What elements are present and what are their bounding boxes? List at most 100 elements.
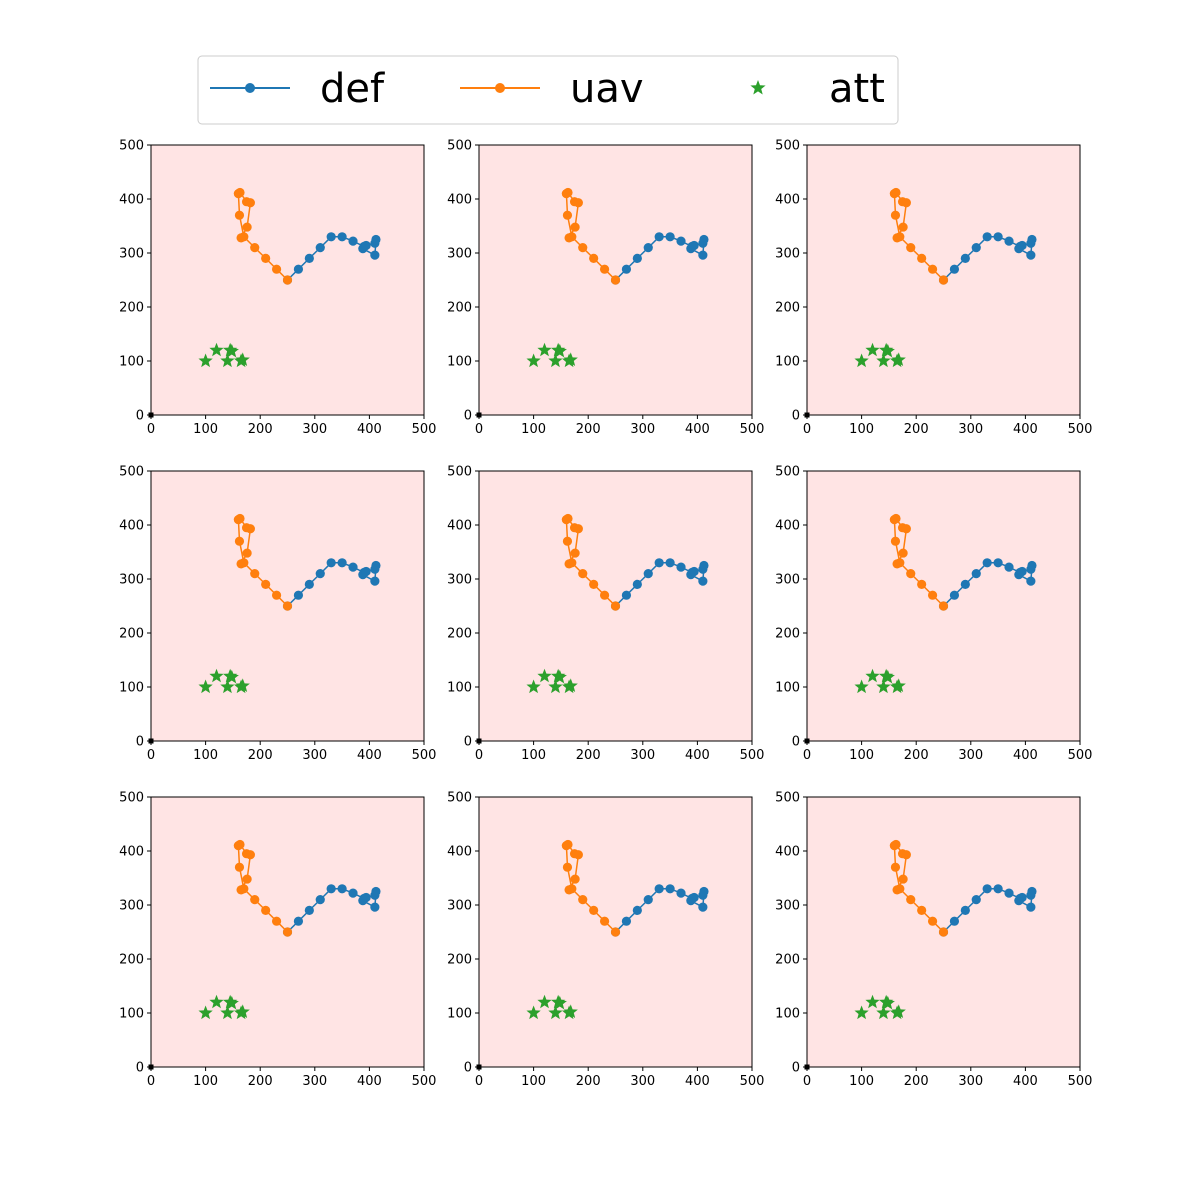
- x-tick-label: 300: [302, 748, 327, 763]
- point-uav-1: [927, 264, 938, 274]
- x-tick-label: 100: [521, 1074, 546, 1089]
- point-uav-9: [901, 198, 911, 208]
- point-def-4: [982, 232, 992, 242]
- point-def-2: [304, 905, 314, 916]
- y-tick-label: 500: [775, 139, 800, 154]
- point-att-3: [220, 679, 235, 694]
- point-def-3: [643, 243, 653, 253]
- y-tick-label: 500: [447, 139, 472, 154]
- point-def-2: [304, 253, 314, 263]
- x-tick-label: 500: [412, 748, 437, 763]
- axes-frame: [150, 470, 425, 742]
- x-tick-label: 300: [630, 1074, 655, 1089]
- point-def-12: [689, 892, 699, 903]
- x-tick-label: 500: [1068, 1074, 1093, 1089]
- x-tick-label: 200: [904, 748, 929, 763]
- point-uav-0: [938, 601, 949, 611]
- x-tick-label: 400: [1013, 422, 1038, 437]
- point-uav-3: [250, 569, 260, 579]
- x-tick-label: 0: [147, 748, 155, 763]
- subplot-4: 0 100 200 300 400 500 0 100 200 300 400 500: [119, 465, 436, 764]
- y-tick-label: 0: [464, 735, 472, 750]
- point-att-0: [198, 679, 213, 694]
- legend-marker-def: [245, 83, 255, 93]
- y-tick-label: 500: [119, 791, 144, 806]
- x-tick-label: 400: [1013, 1074, 1038, 1089]
- x-tick-label: 200: [576, 422, 601, 437]
- point-att-6: [891, 352, 906, 366]
- point-uav-9: [573, 198, 583, 208]
- y-tick-label: 500: [447, 465, 472, 480]
- x-tick-label: 0: [803, 1074, 811, 1089]
- point-att-1: [865, 994, 880, 1009]
- x-tick-label: 100: [849, 1074, 874, 1089]
- point-uav-0: [282, 275, 293, 285]
- x-tick-label: 0: [803, 422, 811, 437]
- point-uav-2: [917, 905, 927, 916]
- y-tick-label: 400: [775, 193, 800, 208]
- point-uav-10: [898, 548, 908, 558]
- point-def-4: [654, 884, 664, 894]
- point-def-9: [371, 886, 381, 897]
- y-tick-label: 100: [447, 355, 472, 370]
- y-tick-label: 100: [775, 681, 800, 696]
- point-att-0: [526, 679, 541, 694]
- legend-label-att: att: [829, 66, 885, 112]
- point-att-1: [209, 342, 224, 357]
- point-def-4: [326, 232, 336, 242]
- point-uav-5: [890, 862, 901, 872]
- point-uav-10: [898, 874, 908, 884]
- point-def-6: [348, 888, 358, 898]
- point-att-5: [224, 995, 239, 1010]
- y-tick-label: 100: [119, 681, 144, 696]
- axes-frame: [806, 144, 1081, 416]
- point-def-6: [676, 236, 686, 246]
- subplot-2: 0 100 200 300 400 500 0 100 200 300 400 500: [447, 139, 764, 438]
- point-def-5: [337, 884, 347, 894]
- point-att-1: [209, 668, 224, 683]
- point-def-1: [293, 590, 304, 600]
- point-def-1: [621, 264, 632, 274]
- y-tick-label: 200: [447, 953, 472, 968]
- point-uav-3: [578, 895, 588, 905]
- y-tick-label: 400: [447, 845, 472, 860]
- point-uav-2: [917, 579, 927, 590]
- y-tick-label: 300: [775, 573, 800, 588]
- x-tick-label: 0: [475, 1074, 483, 1089]
- x-tick-label: 400: [1013, 748, 1038, 763]
- point-def-1: [949, 264, 960, 274]
- point-uav-5: [562, 210, 573, 220]
- y-tick-label: 0: [792, 1061, 800, 1076]
- point-def-12: [689, 566, 699, 577]
- x-tick-label: 500: [740, 1074, 765, 1089]
- point-uav-11: [892, 885, 902, 895]
- y-tick-label: 500: [447, 791, 472, 806]
- y-tick-label: 300: [775, 247, 800, 262]
- point-def-1: [293, 916, 304, 926]
- y-tick-label: 500: [119, 465, 144, 480]
- point-att-1: [537, 668, 552, 683]
- point-def-1: [621, 590, 632, 600]
- y-tick-label: 200: [447, 627, 472, 642]
- point-att-3: [220, 353, 235, 368]
- subplot-3: 0 100 200 300 400 500 0 100 200 300 400 500: [775, 139, 1092, 438]
- point-uav-5: [562, 862, 573, 872]
- point-uav-1: [599, 264, 610, 274]
- x-tick-label: 300: [958, 748, 983, 763]
- point-att-3: [548, 679, 563, 694]
- point-att-6: [235, 678, 250, 692]
- y-tick-label: 100: [775, 1007, 800, 1022]
- point-att-5: [880, 995, 895, 1010]
- point-uav-10: [570, 874, 580, 884]
- point-uav-2: [589, 905, 599, 916]
- point-def-12: [1017, 892, 1027, 903]
- legend: def uav att: [197, 55, 899, 125]
- y-tick-label: 0: [136, 1061, 144, 1076]
- y-tick-label: 100: [119, 355, 144, 370]
- point-uav-10: [570, 548, 580, 558]
- x-tick-label: 100: [193, 1074, 218, 1089]
- y-tick-label: 200: [775, 627, 800, 642]
- point-uav-11: [236, 885, 246, 895]
- y-tick-label: 0: [136, 735, 144, 750]
